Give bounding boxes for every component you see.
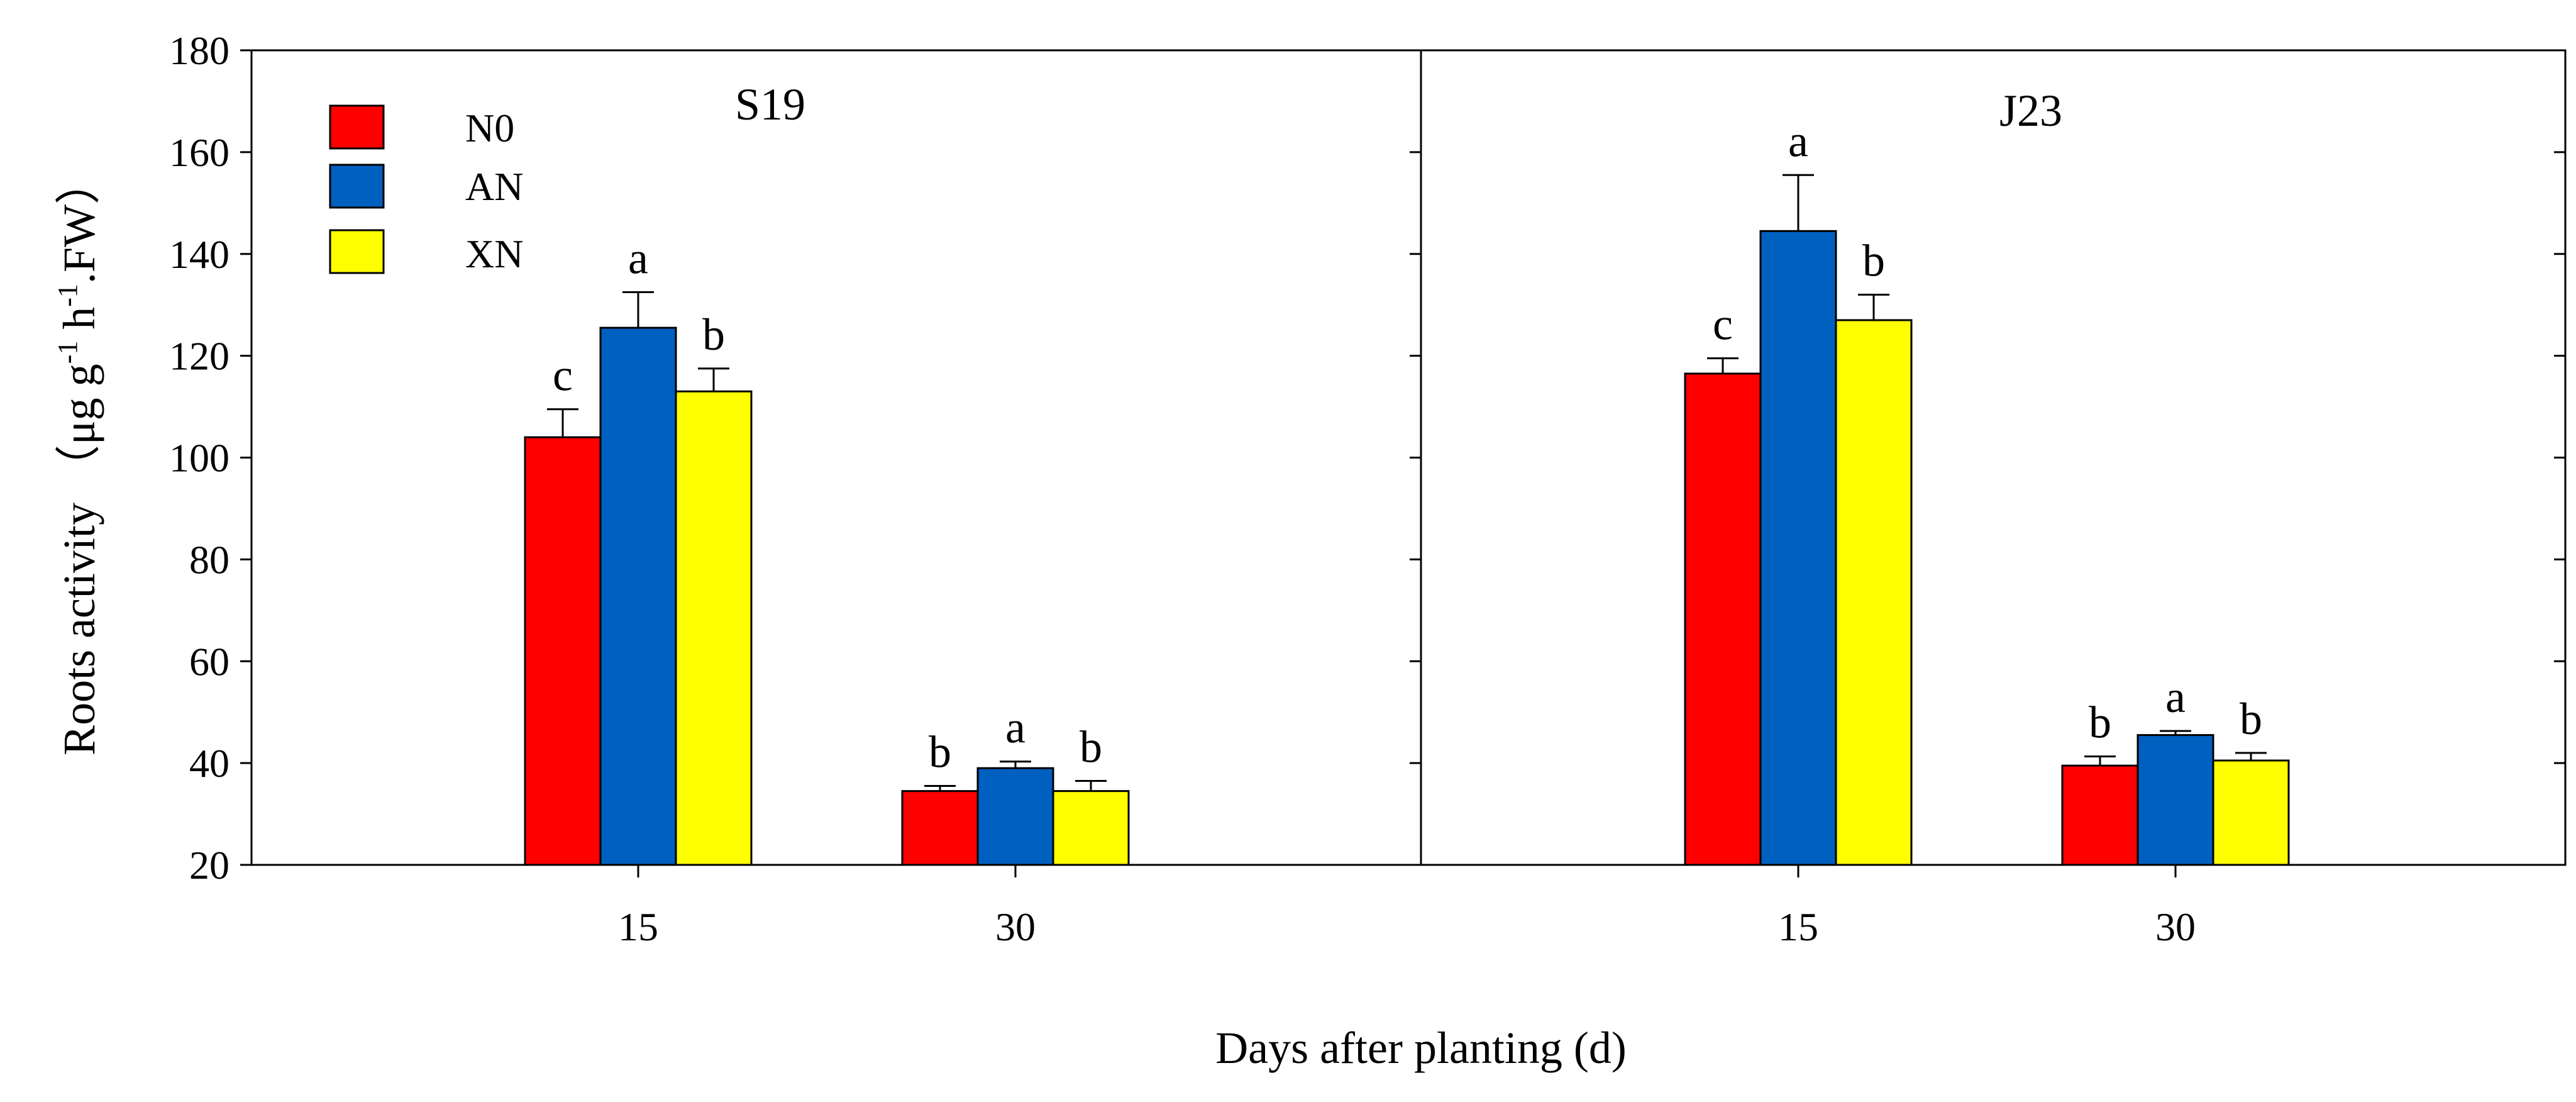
bar-s19-n0-15 bbox=[524, 436, 602, 866]
sig-label-j23-xn-15: b bbox=[1862, 236, 1885, 286]
sig-label-s19-an-30: a bbox=[1005, 703, 1025, 753]
bar-s19-an-30 bbox=[976, 767, 1054, 866]
bars: c a b b a b c a b b a b bbox=[524, 116, 2290, 866]
y-tick-label-80: 80 bbox=[189, 537, 229, 582]
bar-j23-xn-15 bbox=[1835, 319, 1913, 866]
y-tick-label-100: 100 bbox=[169, 436, 229, 481]
sig-label-s19-an-15: a bbox=[628, 233, 648, 283]
legend-label-an: AN bbox=[465, 164, 523, 209]
y-axis-title-unit-close: .FW） bbox=[54, 159, 104, 284]
y-axis: 20 40 60 80 100 120 140 160 180 bbox=[169, 28, 2565, 888]
y-tick-label-60: 60 bbox=[189, 639, 229, 684]
y-tick-label-180: 180 bbox=[169, 28, 229, 73]
sig-label-s19-n0-15: c bbox=[553, 350, 573, 401]
sig-label-s19-xn-15: b bbox=[702, 309, 725, 360]
sig-label-j23-an-15: a bbox=[1788, 116, 1808, 166]
bar-s19-xn-15 bbox=[675, 390, 753, 866]
bar-j23-n0-30 bbox=[2061, 764, 2139, 866]
y-tick-label-140: 140 bbox=[169, 232, 229, 277]
sig-label-j23-xn-30: b bbox=[2240, 694, 2262, 744]
y-axis-title-sup1: -1 bbox=[52, 341, 83, 364]
x-tick-label-p1-c1: 30 bbox=[2155, 904, 2196, 949]
legend: N0 AN XN bbox=[329, 104, 523, 276]
bar-j23-an-15 bbox=[1759, 230, 1837, 866]
sig-label-j23-an-30: a bbox=[2165, 672, 2186, 722]
y-tick-label-20: 20 bbox=[189, 843, 229, 888]
sig-label-s19-xn-30: b bbox=[1080, 721, 1102, 772]
legend-swatch-an bbox=[329, 164, 385, 209]
bar-j23-an-30 bbox=[2137, 734, 2214, 866]
sig-label-j23-n0-15: c bbox=[1713, 299, 1733, 350]
y-tick-label-160: 160 bbox=[169, 130, 229, 175]
y-tick-label-40: 40 bbox=[189, 741, 229, 786]
bar-s19-an-15 bbox=[599, 326, 677, 866]
legend-swatch-n0 bbox=[329, 104, 385, 150]
bar-j23-xn-30 bbox=[2212, 759, 2290, 866]
y-axis-title-unit-mid: h bbox=[54, 307, 104, 341]
sig-label-j23-n0-30: b bbox=[2089, 698, 2111, 748]
legend-swatch-xn bbox=[329, 229, 385, 274]
x-tick-label-p0-c0: 15 bbox=[618, 904, 658, 949]
x-tick-label-p0-c1: 30 bbox=[995, 904, 1036, 949]
y-axis-title-sup2: -1 bbox=[52, 284, 83, 307]
bar-s19-xn-30 bbox=[1052, 790, 1130, 866]
x-axis: 15 30 15 30 bbox=[618, 865, 2196, 949]
legend-label-n0: N0 bbox=[465, 106, 514, 150]
y-tick-label-120: 120 bbox=[169, 334, 229, 379]
x-tick-label-p1-c0: 15 bbox=[1778, 904, 1818, 949]
panel-title-s19: S19 bbox=[735, 79, 805, 130]
sig-label-s19-n0-30: b bbox=[929, 727, 951, 777]
panel-title-j23: J23 bbox=[1999, 86, 2062, 136]
y-axis-title-unit-open: （μg g bbox=[54, 364, 104, 490]
bar-j23-n0-15 bbox=[1684, 372, 1762, 866]
y-axis-title: Roots activity（μg g-1 h-1.FW） bbox=[52, 159, 104, 755]
bar-s19-n0-30 bbox=[901, 790, 979, 866]
legend-label-xn: XN bbox=[465, 231, 523, 276]
x-axis-title: Days after planting (d) bbox=[1215, 1023, 1627, 1073]
y-axis-title-main: Roots activity bbox=[54, 503, 104, 755]
